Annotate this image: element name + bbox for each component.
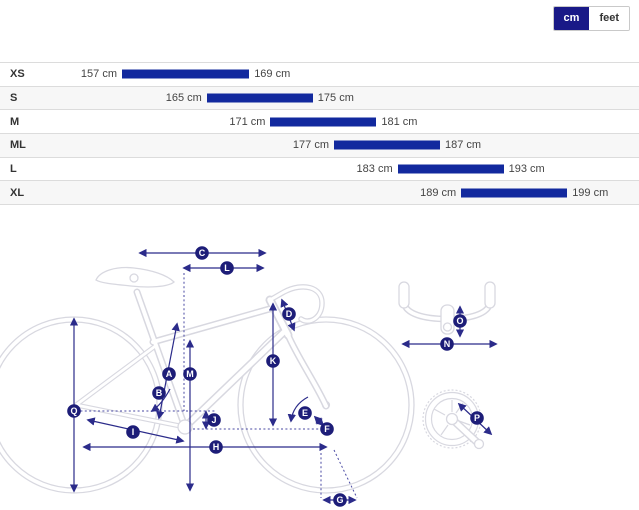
- geometry-marker-letter-Q: Q: [70, 406, 77, 416]
- geometry-marker-Q[interactable]: [67, 404, 81, 418]
- size-row-S: S 165 cm 175 cm: [0, 85, 639, 110]
- geometry-diagram: AB C D E F G H I J K L M N O P Q: [0, 246, 498, 507]
- size-row-XL: XL 189 cm 199 cm: [0, 180, 639, 205]
- dimension-badges: AB C D E F G H I J K L M N O P Q: [67, 246, 484, 507]
- height-range-bar: [397, 164, 504, 174]
- geometry-marker-L[interactable]: [220, 261, 234, 275]
- bike-drawing: [0, 266, 496, 494]
- geometry-marker-letter-G: G: [336, 495, 343, 505]
- seatpost-clamp: [129, 273, 139, 283]
- height-range-bar: [461, 188, 568, 198]
- unit-cm-button[interactable]: cm: [553, 7, 590, 30]
- max-height-label: 169 cm: [254, 68, 291, 81]
- max-height-label: 175 cm: [317, 92, 354, 105]
- dim-arc-E: [287, 396, 309, 423]
- geometry-marker-E[interactable]: [298, 406, 312, 420]
- geometry-marker-letter-A: A: [166, 369, 173, 379]
- right-brake-hood: [484, 281, 496, 309]
- geometry-marker-J[interactable]: [207, 413, 221, 427]
- dim-line-F: [313, 415, 325, 427]
- height-range-bar: [206, 93, 313, 103]
- geometry-marker-letter-I: I: [132, 427, 135, 437]
- min-height-label: 165 cm: [165, 92, 202, 105]
- height-range-bar: [270, 117, 377, 127]
- geometry-marker-K[interactable]: [266, 354, 280, 368]
- geometry-marker-F[interactable]: [320, 422, 334, 436]
- geometry-marker-letter-D: D: [286, 309, 293, 319]
- geometry-marker-O[interactable]: [453, 314, 467, 328]
- geometry-marker-A[interactable]: [162, 367, 176, 381]
- geometry-marker-letter-J: J: [211, 415, 216, 425]
- min-height-label: 189 cm: [420, 186, 457, 199]
- geometry-marker-letter-M: M: [186, 369, 194, 379]
- min-height-label: 171 cm: [229, 115, 266, 128]
- size-label: L: [10, 163, 17, 176]
- geometry-marker-D[interactable]: [282, 307, 296, 321]
- geometry-marker-letter-E: E: [302, 408, 308, 418]
- size-label: XS: [10, 68, 25, 81]
- size-label: ML: [10, 139, 26, 152]
- geometry-marker-letter-H: H: [213, 442, 220, 452]
- min-height-label: 177 cm: [292, 139, 329, 152]
- geometry-marker-letter-P: P: [474, 413, 480, 423]
- steerer-bolt: [442, 322, 453, 332]
- geometry-marker-M[interactable]: [183, 367, 197, 381]
- geometry-marker-I[interactable]: [126, 425, 140, 439]
- size-row-M: M 171 cm 181 cm: [0, 109, 639, 133]
- geometry-marker-letter-N: N: [444, 339, 451, 349]
- geometry-marker-H[interactable]: [209, 440, 223, 454]
- handlebar-top-view: [398, 281, 496, 335]
- max-height-label: 187 cm: [445, 139, 482, 152]
- pedal-hole: [473, 438, 485, 450]
- geometry-marker-G[interactable]: [333, 493, 347, 507]
- size-chart: XS 157 cm 169 cm S 165 cm 175 cm M 171 cm 181 cm…: [0, 62, 639, 206]
- height-range-bar: [334, 140, 440, 150]
- geometry-marker-B[interactable]: [152, 386, 166, 400]
- max-height-label: 193 cm: [508, 163, 545, 176]
- geometry-marker-letter-F: F: [324, 424, 330, 434]
- size-row-L: L 183 cm 193 cm: [0, 156, 639, 181]
- geometry-marker-letter-B: B: [156, 388, 163, 398]
- height-range-bar: [122, 69, 250, 79]
- size-row-XS: XS 157 cm 169 cm: [0, 62, 639, 86]
- size-label: M: [10, 115, 20, 128]
- dim-arc-B: [150, 388, 171, 412]
- frame: [73, 284, 330, 431]
- steering-axis-reference: [333, 449, 358, 499]
- geometry-marker-C[interactable]: [195, 246, 209, 260]
- unit-feet-button[interactable]: feet: [589, 7, 629, 30]
- min-height-label: 157 cm: [80, 68, 117, 81]
- geometry-marker-N[interactable]: [440, 337, 454, 351]
- geometry-marker-letter-L: L: [224, 263, 230, 273]
- geometry-marker-letter-O: O: [456, 316, 463, 326]
- size-label: S: [10, 92, 18, 105]
- unit-toggle: cm feet: [552, 6, 630, 31]
- max-height-label: 181 cm: [381, 115, 418, 128]
- geometry-marker-letter-K: K: [270, 356, 277, 366]
- min-height-label: 183 cm: [356, 163, 393, 176]
- max-height-label: 199 cm: [572, 186, 609, 199]
- size-row-ML: ML 177 cm 187 cm: [0, 133, 639, 157]
- geometry-marker-P[interactable]: [470, 411, 484, 425]
- size-label: XL: [10, 186, 25, 199]
- left-brake-hood: [398, 281, 410, 309]
- front-wheel: [237, 316, 415, 494]
- geometry-marker-letter-C: C: [199, 248, 206, 258]
- crank-bolt: [445, 412, 459, 426]
